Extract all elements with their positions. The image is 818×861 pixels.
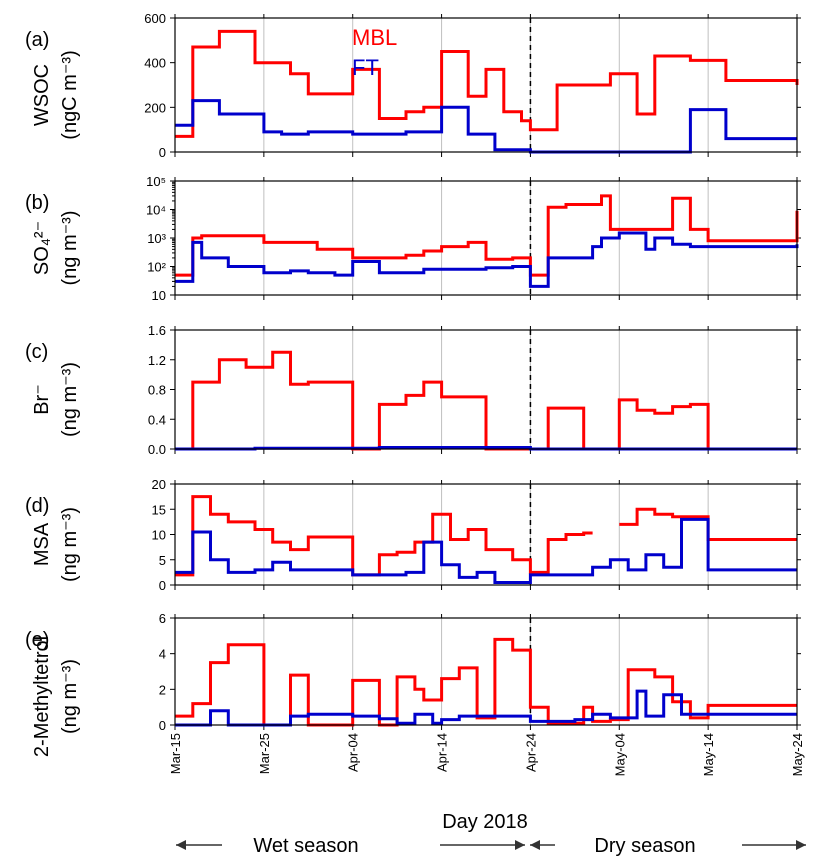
panel-label: (c) [25,341,48,363]
y-tick-label: 0.4 [148,412,166,427]
wet-season-label: Wet season [253,835,358,857]
dry-season-label: Dry season [594,835,695,857]
y-tick-label: 10² [147,260,166,275]
plot-frame [174,329,798,450]
y-tick-label: 10⁵ [146,174,166,189]
series-mbl-line [175,637,797,727]
legend-mbl: MBL [352,25,397,50]
dry-arrowhead-left-icon [530,840,540,850]
panel-label: (b) [25,192,49,214]
y-axis-title: 2-Methyltetrol [31,636,53,757]
dry-arrowhead-right-icon [796,840,806,850]
y-tick-label: 0 [159,718,166,733]
plot-frame [174,483,798,586]
y-tick-label: 10 [152,528,166,543]
x-tick-label: Apr-14 [435,733,450,772]
x-tick-label: Apr-24 [523,733,538,772]
y-tick-label: 5 [159,553,166,568]
y-tick-label: 4 [159,647,166,662]
y-tick-label: 0 [159,578,166,593]
series-mbl-line [175,495,593,577]
panel-label: (e) [25,629,49,651]
y-tick-label: 200 [144,100,166,115]
plot-frame [174,17,798,153]
panel-c: 0.0 0.4 0.8 1.2 1.6 (c) Br⁻ (ng m⁻³) [25,323,801,457]
legend-ft: FT [352,55,379,80]
x-tick-label: Apr-04 [346,733,361,772]
panel-d: 0 5 10 15 20 (d) MSA (ng m⁻³) [25,477,801,593]
wet-arrowhead-left-icon [176,840,186,850]
plot-frame [174,617,798,726]
season-arrows: Wet season Dry season [176,835,806,857]
x-tick-label: Mar-15 [168,733,183,774]
wet-arrowhead-right-icon [515,840,525,850]
y-axis-unit: (ng m⁻³) [59,507,81,582]
panel-b: 10 10² 10³ 10⁴ 10⁵ (b) SO₄²⁻ (ng m⁻³) [25,174,801,303]
y-tick-label: 0.8 [148,383,166,398]
plot-frame [174,180,798,296]
series-mbl-line [175,29,799,138]
y-axis-unit: (ng m⁻³) [59,659,81,734]
series-mbl-line [175,194,799,277]
y-axis-unit: (ng m⁻³) [59,211,81,286]
panel-e: 0 2 4 6 (e)2-Methyltetrol (ng m⁻³) [25,611,801,757]
y-tick-label: 20 [152,477,166,492]
x-tick-label: May-24 [790,733,805,776]
x-tick-label: Mar-25 [257,733,272,774]
y-tick-label: 1.6 [148,323,166,338]
y-tick-label: 400 [144,56,166,71]
y-axis-title: Br⁻ [31,384,53,415]
y-axis-title: WSOC [31,64,53,126]
series-ft-line [175,689,797,727]
x-axis-title: Day 2018 [442,811,528,833]
x-tick-label: May-14 [701,733,716,776]
y-tick-label: 0.0 [148,442,166,457]
y-tick-label: 10 [152,288,166,303]
series-ft-line [175,231,799,288]
legend: MBL FT [352,25,397,80]
y-axis-title: MSA [31,522,53,566]
series-mbl-line [175,350,797,451]
y-tick-label: 15 [152,502,166,517]
y-tick-label: 600 [144,11,166,26]
x-axis: Day 2018 Mar-15 Mar-25 Apr-04 Apr-14 Apr-24 M… [168,733,805,833]
panel-label: (d) [25,495,49,517]
series-ft-line [175,517,797,584]
y-axis-unit: (ng m⁻³) [59,362,81,437]
y-tick-label: 2 [159,682,166,697]
y-tick-label: 1.2 [148,353,166,368]
y-axis-title: SO₄²⁻ [31,221,53,275]
x-tick-label: May-04 [612,733,627,776]
y-tick-label: 10³ [147,231,166,246]
series-ft-line [175,99,797,154]
y-tick-label: 0 [159,145,166,160]
y-tick-label: 6 [159,611,166,626]
y-tick-label: 10⁴ [146,203,166,218]
panel-label: (a) [25,29,49,51]
panel-a: 0 200 400 600 (a) WSOC (ngC m⁻³) [25,11,801,160]
y-axis-unit: (ngC m⁻³) [59,50,81,139]
